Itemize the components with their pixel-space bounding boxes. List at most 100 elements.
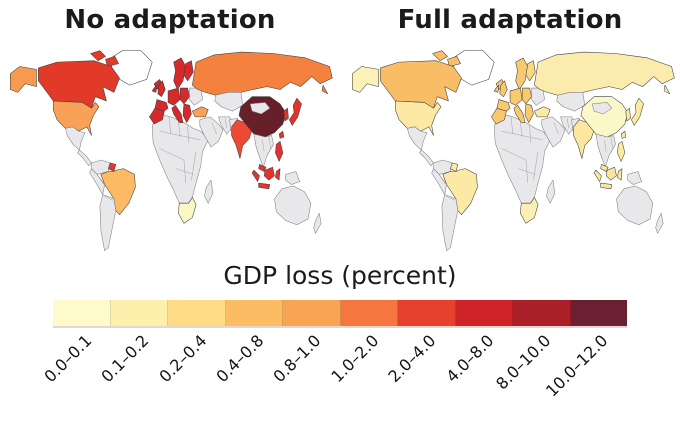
country-central_america	[420, 150, 434, 166]
country-indonesia	[594, 167, 622, 189]
map-title-full-adaptation: Full adaptation	[397, 5, 623, 35]
country-philippines	[275, 141, 282, 161]
legend-label-6: 2.0–4.0	[384, 331, 440, 387]
choropleth-map-full-adaptation	[343, 42, 679, 255]
country-malaysia	[259, 164, 266, 171]
internal-country-borders	[98, 117, 271, 200]
country-central_europe	[168, 88, 180, 105]
country-africa_main	[494, 114, 550, 203]
country-alaska	[10, 66, 36, 92]
country-new_guinea	[628, 172, 642, 185]
country-madagascar	[546, 180, 554, 203]
country-taiwan	[279, 131, 284, 138]
world-map-svg-no-adaptation	[1, 42, 337, 255]
country-middle_east	[542, 117, 565, 147]
country-balkans	[183, 104, 191, 123]
country-iberia	[491, 108, 506, 124]
country-scandinavia	[174, 58, 186, 90]
legend-label-0: 0.0–0.1	[40, 331, 96, 387]
country-balkans	[525, 104, 533, 123]
country-france	[497, 100, 510, 112]
country-eastern_europe	[522, 88, 531, 104]
country-taiwan	[621, 131, 626, 138]
country-malaysia	[601, 164, 608, 171]
legend-swatch-2	[168, 300, 226, 326]
country-mongolia	[592, 102, 612, 114]
country-middle_east	[200, 117, 223, 147]
country-ireland	[152, 85, 157, 92]
country-italy	[172, 105, 183, 122]
country-uk	[158, 81, 165, 97]
country-south_africa	[178, 197, 196, 223]
country-central_america	[78, 150, 92, 166]
country-korea	[626, 108, 631, 121]
country-philippines	[617, 141, 624, 161]
internal-country-borders	[440, 117, 613, 200]
country-mexico	[65, 127, 85, 150]
country-finland	[184, 61, 193, 81]
country-canada	[380, 61, 461, 108]
country-southern_cone	[100, 195, 116, 251]
country-japan	[631, 98, 643, 125]
country-indonesia	[252, 167, 280, 189]
legend-label-2: 0.2–0.4	[154, 331, 210, 387]
country-iberia	[149, 108, 164, 124]
country-alaska	[352, 66, 378, 92]
country-australia	[274, 186, 310, 225]
legend-swatch-9	[570, 300, 627, 326]
legend-label-1: 0.1–0.2	[97, 331, 153, 387]
country-south_africa	[520, 197, 538, 223]
legend-label-8: 8.0–10.0	[492, 331, 555, 394]
legend-label-5: 1.0–2.0	[327, 331, 383, 387]
country-africa_main	[152, 114, 208, 203]
legend-swatch-4	[283, 300, 341, 326]
legend-swatch-5	[340, 300, 398, 326]
country-australia	[616, 186, 652, 225]
country-scandinavia	[516, 58, 528, 90]
country-japan	[289, 98, 301, 125]
country-turkey	[534, 107, 550, 117]
legend-swatch-1	[110, 300, 168, 326]
legend-swatch-3	[225, 300, 283, 326]
country-new_zealand	[314, 213, 321, 233]
country-kazakhstan	[557, 92, 585, 111]
country-ireland	[494, 85, 499, 92]
country-canada	[38, 61, 119, 108]
country-turkey	[192, 107, 208, 117]
legend-swatch-8	[513, 300, 571, 326]
country-central_europe	[510, 88, 522, 105]
world-map-svg-full-adaptation	[343, 42, 679, 255]
country-se_asia	[254, 134, 274, 167]
legend-label-9: 10.0–12.0	[542, 331, 612, 401]
country-russia	[192, 52, 332, 95]
country-france	[155, 100, 168, 112]
legend-colorbar	[53, 300, 627, 328]
country-india	[232, 120, 253, 159]
map-title-no-adaptation: No adaptation	[64, 5, 276, 35]
legend-swatch-0	[53, 300, 111, 326]
country-se_asia	[596, 134, 616, 167]
country-kazakhstan	[215, 92, 243, 111]
country-italy	[514, 105, 525, 122]
country-usa	[53, 101, 99, 136]
legend-label-3: 0.4–0.8	[212, 331, 268, 387]
legend-swatch-7	[455, 300, 513, 326]
country-new_guinea	[286, 172, 300, 185]
legend-swatch-6	[398, 300, 456, 326]
country-russia	[534, 52, 674, 95]
country-mongolia	[250, 102, 270, 114]
legend-label-7: 4.0–8.0	[441, 331, 497, 387]
country-madagascar	[204, 180, 212, 203]
country-uk	[500, 81, 507, 97]
country-korea	[284, 108, 289, 121]
country-new_zealand	[656, 213, 663, 233]
legend-title: GDP loss (percent)	[223, 261, 457, 290]
country-usa	[395, 101, 441, 136]
choropleth-map-no-adaptation	[1, 42, 337, 255]
country-mexico	[407, 127, 427, 150]
country-southern_cone	[442, 195, 458, 251]
country-finland	[526, 61, 535, 81]
country-india	[574, 120, 595, 159]
country-eastern_europe	[180, 88, 189, 104]
legend-label-4: 0.8–1.0	[269, 331, 325, 387]
